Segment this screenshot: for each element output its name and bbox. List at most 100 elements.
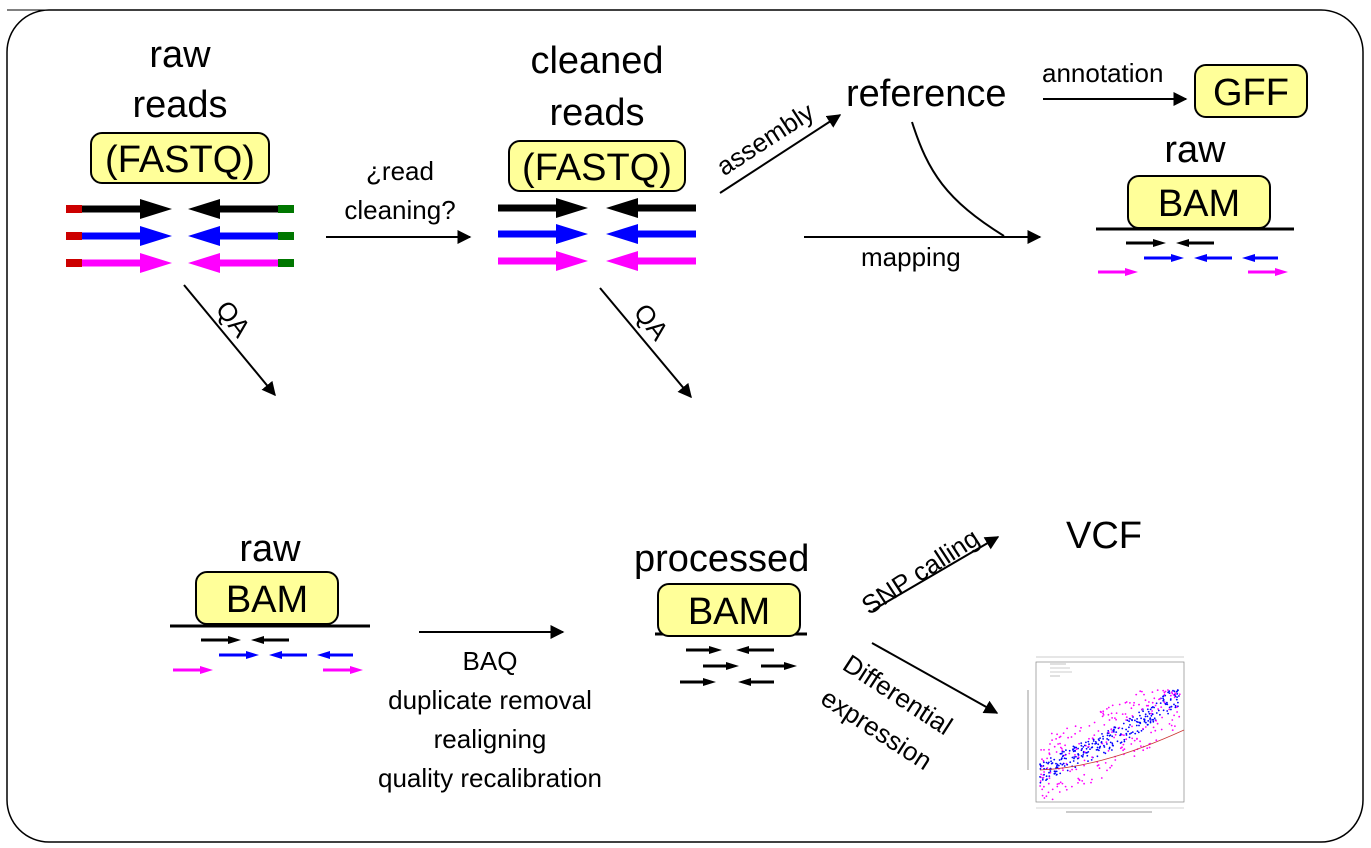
scatter-point bbox=[1057, 743, 1059, 745]
scatter-point bbox=[1071, 756, 1074, 759]
scatter-point bbox=[1103, 751, 1105, 754]
scatter-point bbox=[1050, 732, 1053, 735]
snp-calling-arrow bbox=[872, 536, 1000, 611]
scatter-point bbox=[1074, 732, 1076, 735]
scatter-point bbox=[1143, 719, 1146, 722]
scatter-point bbox=[1154, 704, 1157, 707]
scatter-point bbox=[1098, 749, 1100, 752]
scatter-point bbox=[1166, 710, 1169, 712]
scatter-point bbox=[1155, 719, 1157, 722]
scatter-point bbox=[1039, 768, 1042, 770]
scatter-point bbox=[1108, 746, 1111, 749]
scatter-point bbox=[1130, 743, 1133, 745]
scatter-point bbox=[1159, 697, 1161, 700]
scatter-point bbox=[1159, 702, 1162, 704]
scatter-point bbox=[1071, 768, 1073, 771]
scatter-point bbox=[1153, 697, 1156, 700]
scatter-point bbox=[1178, 695, 1180, 697]
processing-step-realigning: realigning bbox=[433, 724, 547, 754]
scatter-point bbox=[1138, 703, 1140, 706]
scatter-point bbox=[1102, 735, 1104, 738]
scatter-point bbox=[1149, 720, 1152, 722]
scatter-point bbox=[1043, 761, 1045, 764]
scatter-point bbox=[1122, 743, 1125, 746]
scatter-point bbox=[1134, 719, 1136, 722]
scatter-point bbox=[1115, 718, 1117, 721]
qa-right-arrow bbox=[599, 287, 692, 399]
scatter-point bbox=[1066, 727, 1068, 730]
scatter-point bbox=[1147, 720, 1150, 722]
scatter-point bbox=[1112, 729, 1115, 732]
scatter-point bbox=[1087, 745, 1090, 748]
scatter-point bbox=[1043, 797, 1046, 799]
scatter-point bbox=[1071, 785, 1073, 788]
scatter-point bbox=[1106, 738, 1108, 740]
scatter-point bbox=[1107, 706, 1110, 709]
scatter-point bbox=[1170, 691, 1173, 693]
scatter-point bbox=[1091, 737, 1094, 739]
scatter-point bbox=[1107, 750, 1110, 752]
scatter-point bbox=[1148, 712, 1151, 715]
scatter-point bbox=[1116, 740, 1119, 743]
scatter-point bbox=[1041, 758, 1043, 761]
scatter-point bbox=[1061, 782, 1064, 785]
scatter-point bbox=[1147, 710, 1150, 713]
scatter-point bbox=[1129, 702, 1131, 704]
scatter-point bbox=[1148, 746, 1151, 749]
scatter-point bbox=[1174, 725, 1176, 727]
scatter-point bbox=[1087, 751, 1090, 753]
differential-expression-arrow bbox=[871, 642, 999, 714]
scatter-point bbox=[1096, 746, 1099, 749]
reference-node: reference bbox=[846, 73, 1007, 115]
scatter-point bbox=[1075, 768, 1078, 771]
scatter-point bbox=[1068, 749, 1071, 752]
scatter-point bbox=[1151, 713, 1154, 716]
scatter-point bbox=[1139, 740, 1141, 743]
scatter-point bbox=[1041, 778, 1044, 781]
scatter-point bbox=[1079, 730, 1081, 732]
scatter-point bbox=[1129, 724, 1131, 726]
raw-bam-top-alignment bbox=[1096, 227, 1294, 276]
scatter-point bbox=[1114, 733, 1117, 736]
scatter-point bbox=[1133, 739, 1136, 742]
scatter-point bbox=[1061, 763, 1064, 766]
scatter-point bbox=[1114, 759, 1117, 761]
scatter-point bbox=[1074, 725, 1077, 728]
scatter-point bbox=[1065, 788, 1068, 791]
scatter-point bbox=[1051, 788, 1054, 791]
scatter-point bbox=[1101, 715, 1104, 718]
scatter-point bbox=[1083, 773, 1086, 776]
processing-step-quality-recalibration: quality recalibration bbox=[377, 763, 602, 793]
scatter-point bbox=[1128, 736, 1131, 739]
scatter-point bbox=[1056, 733, 1058, 736]
scatter-point bbox=[1177, 701, 1179, 704]
scatter-point bbox=[1119, 734, 1121, 737]
scatter-point bbox=[1091, 756, 1093, 758]
scatter-point bbox=[1097, 730, 1100, 732]
scatter-point bbox=[1109, 741, 1112, 744]
scatter-point bbox=[1059, 762, 1062, 765]
scatter-point bbox=[1142, 710, 1144, 713]
scatter-point bbox=[1074, 754, 1076, 756]
scatter-point bbox=[1140, 717, 1142, 720]
scatter-point bbox=[1141, 708, 1143, 711]
scatter-point bbox=[1154, 729, 1157, 732]
scatter-point bbox=[1167, 691, 1169, 694]
scatter-point bbox=[1082, 746, 1085, 748]
scatter-point bbox=[1136, 730, 1139, 732]
scatter-point bbox=[1083, 782, 1085, 785]
annotation-label: annotation bbox=[1042, 58, 1164, 88]
scatter-point bbox=[1163, 701, 1166, 704]
scatter-point bbox=[1151, 701, 1154, 704]
scatter-point bbox=[1170, 705, 1173, 708]
scatter-point bbox=[1168, 692, 1171, 694]
scatter-point bbox=[1047, 782, 1050, 785]
scatter-point bbox=[1168, 708, 1171, 711]
scatter-point bbox=[1168, 706, 1171, 709]
scatter-point bbox=[1094, 743, 1096, 745]
scatter-point bbox=[1106, 743, 1108, 745]
scatter-point bbox=[1072, 760, 1075, 762]
scatter-point bbox=[1064, 754, 1066, 757]
